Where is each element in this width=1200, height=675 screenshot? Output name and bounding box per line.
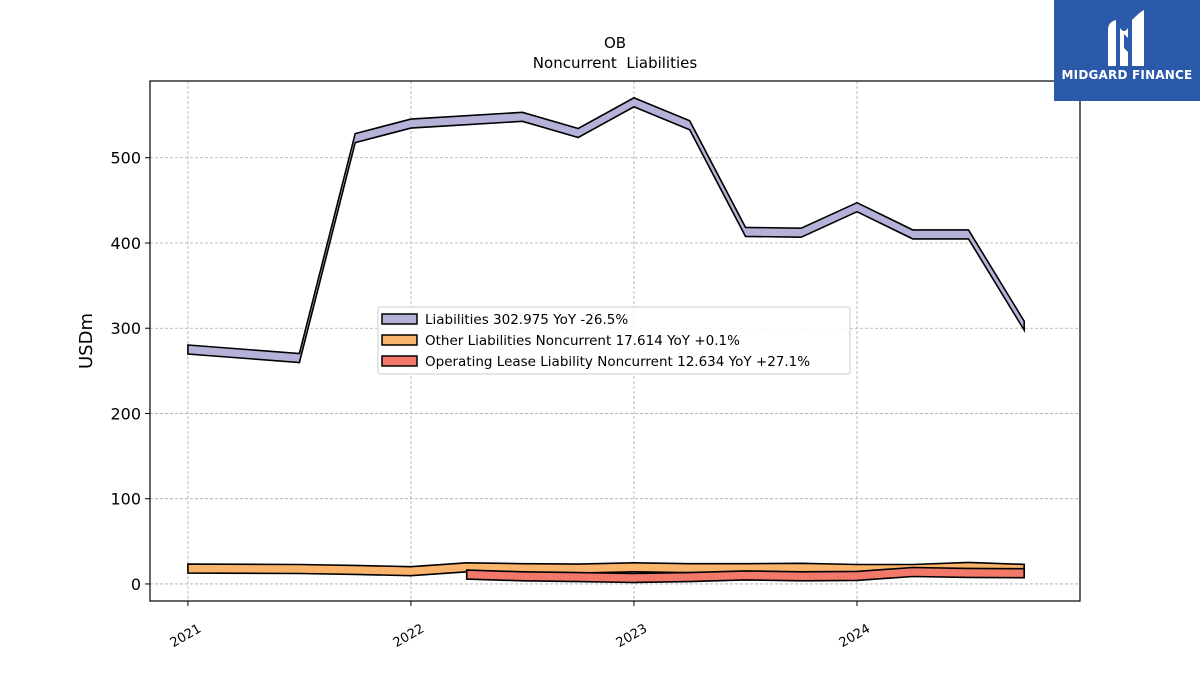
legend-swatch (381, 334, 418, 346)
legend-label: Other Liabilities Noncurrent 17.614 YoY … (425, 333, 740, 349)
chart-subtitle: Noncurrent Liabilities (533, 54, 698, 72)
x-tick-label: 2023 (614, 621, 650, 651)
legend-swatch (381, 313, 418, 325)
brand-logo: MIDGARD FINANCE (1054, 0, 1200, 101)
y-tick-label: 0 (131, 575, 141, 594)
y-tick-label: 100 (110, 490, 141, 509)
y-tick-label: 400 (110, 234, 141, 253)
legend-label: Liabilities 302.975 YoY -26.5% (425, 312, 628, 328)
plot-frame (149, 80, 1081, 602)
x-tick-label: 2024 (837, 621, 873, 651)
series-band-liabilities (187, 96, 1025, 364)
legend-label: Operating Lease Liability Noncurrent 12.… (425, 354, 810, 370)
series-layer (187, 96, 1025, 584)
y-axis-label: USDm (76, 313, 97, 369)
series-band-operating-lease-liability-noncurrent (465, 566, 1025, 584)
y-tick-label: 300 (110, 319, 141, 338)
legend-box (377, 306, 851, 375)
x-tick-label: 2022 (391, 621, 427, 651)
legend-swatch (381, 355, 418, 367)
y-tick-label: 500 (110, 149, 141, 168)
midgard-logo-icon (1108, 10, 1144, 66)
chart-title: OB (604, 34, 626, 52)
x-tick-label: 2021 (168, 621, 204, 651)
brand-name: MIDGARD FINANCE (1061, 68, 1193, 82)
y-tick-label: 200 (110, 404, 141, 423)
legend: Liabilities 302.975 YoY -26.5% Other Liab… (377, 306, 851, 375)
